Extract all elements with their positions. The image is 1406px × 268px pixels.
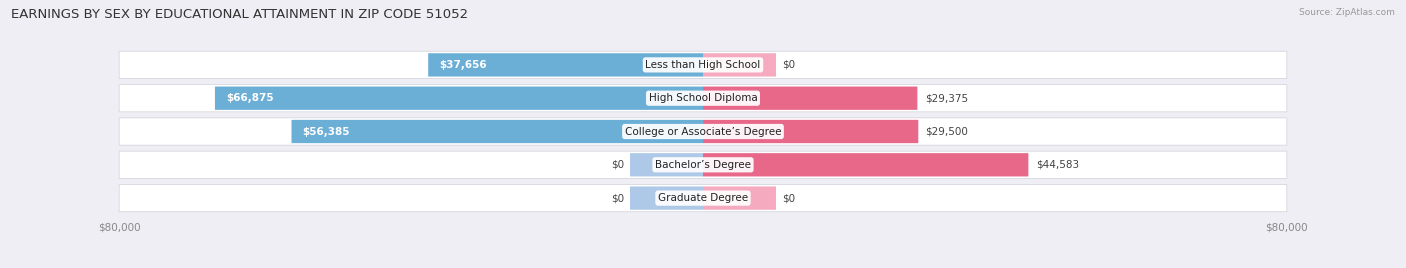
FancyBboxPatch shape: [120, 118, 1286, 145]
FancyBboxPatch shape: [120, 151, 1286, 178]
Text: EARNINGS BY SEX BY EDUCATIONAL ATTAINMENT IN ZIP CODE 51052: EARNINGS BY SEX BY EDUCATIONAL ATTAINMEN…: [11, 8, 468, 21]
Text: Bachelor’s Degree: Bachelor’s Degree: [655, 160, 751, 170]
Text: $0: $0: [612, 193, 624, 203]
FancyBboxPatch shape: [703, 87, 917, 110]
FancyBboxPatch shape: [703, 120, 918, 143]
FancyBboxPatch shape: [703, 53, 776, 77]
FancyBboxPatch shape: [120, 184, 1286, 212]
FancyBboxPatch shape: [215, 87, 703, 110]
Text: $44,583: $44,583: [1036, 160, 1078, 170]
FancyBboxPatch shape: [291, 120, 703, 143]
FancyBboxPatch shape: [630, 153, 703, 176]
FancyBboxPatch shape: [703, 187, 776, 210]
Text: Graduate Degree: Graduate Degree: [658, 193, 748, 203]
FancyBboxPatch shape: [120, 51, 1286, 79]
Text: High School Diploma: High School Diploma: [648, 93, 758, 103]
Text: $29,375: $29,375: [925, 93, 967, 103]
Text: $29,500: $29,500: [925, 126, 969, 136]
FancyBboxPatch shape: [703, 153, 1028, 176]
Text: $0: $0: [782, 60, 794, 70]
Text: $0: $0: [782, 193, 794, 203]
Text: Less than High School: Less than High School: [645, 60, 761, 70]
Text: $37,656: $37,656: [439, 60, 486, 70]
FancyBboxPatch shape: [429, 53, 703, 77]
Text: $0: $0: [612, 160, 624, 170]
Text: $66,875: $66,875: [226, 93, 274, 103]
FancyBboxPatch shape: [630, 187, 703, 210]
Text: College or Associate’s Degree: College or Associate’s Degree: [624, 126, 782, 136]
Text: Source: ZipAtlas.com: Source: ZipAtlas.com: [1299, 8, 1395, 17]
FancyBboxPatch shape: [120, 84, 1286, 112]
Text: $56,385: $56,385: [302, 126, 350, 136]
